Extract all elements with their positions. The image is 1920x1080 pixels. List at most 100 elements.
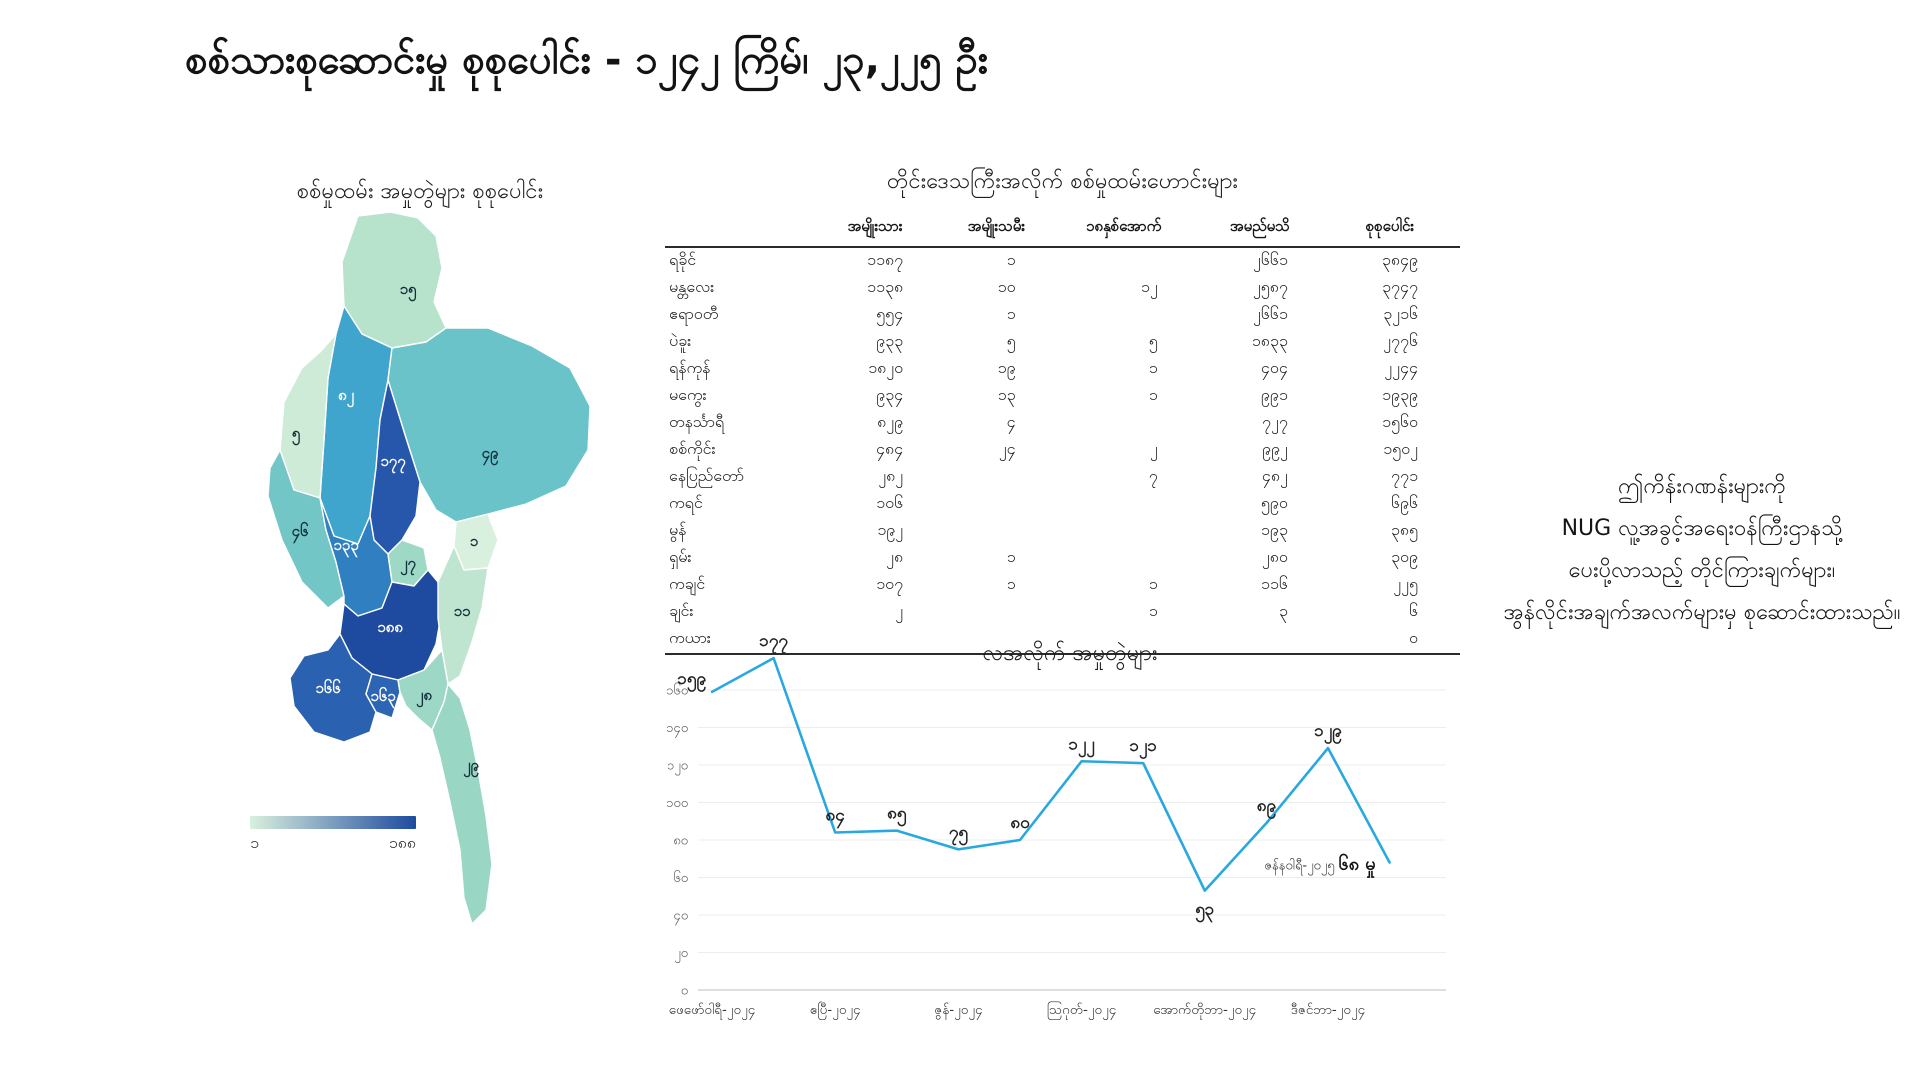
map-region-label: ၂၈ [416,686,432,708]
table-row: ကချင် ၁၀၇ ၁ ၁ ၁၁၆ ၂၂၅ [665,572,1460,599]
value-cell [945,626,1058,655]
table-row: မွန် ၁၉၂ ၁၉၃ ၃၈၅ [665,518,1460,545]
value-cell: ၂ [1149,439,1158,458]
table-header: အမျိုးသမီး [945,215,1058,248]
map-region-label: ၈၂ [338,386,355,408]
value-cell: ၉၉၂ [1262,439,1288,458]
value-cell [945,518,1057,545]
table-row: မကွေး ၉၃၄ ၁၃ ၁ ၉၉၁ ၁၉၃၉ [665,383,1460,410]
table-header: အမည်မသိ [1199,215,1330,248]
value-cell: ၁၉၃ [1260,520,1288,539]
map-region-label: ၁၃၃ [333,536,359,558]
value-cell: ၁၉၂ [877,520,904,539]
value-cell: ၁၈၃၃ [1251,331,1288,350]
value-cell: ၂၇၇၆ [1383,331,1418,350]
value-cell: ၇၂၇ [1262,412,1288,431]
table-row: စစ်ကိုင်း ၄၈၄ ၂၄ ၂ ၉၉၂ ၁၅၀၂ [665,437,1460,464]
value-cell [945,491,1057,518]
table-row: ဧရာဝတီ ၅၅၄ ၁ ၂၆၆၁ ၃၂၁၆ [665,302,1460,329]
value-cell: ၁ [1006,547,1016,566]
map-region-label: ၁၆၆ [315,678,341,697]
region-name-cell: ရန်ကုန် [669,358,711,377]
data-point-label: ၁၇၇ [759,631,788,655]
value-cell: ၉၃၃ [876,331,904,350]
map-region-label: ၄၉ [482,444,499,466]
last-point-annotation: ဇန်နဝါရီ-၂၀၂၅ ၆၈ မှု [1264,853,1375,879]
value-cell: ၁၅၆၀ [1382,412,1418,431]
region-name-cell: တနင်္သာရီ [669,412,725,431]
table-header-region [665,215,815,248]
table-row: ပဲခူး ၉၃၃ ၅ ၅ ၁၈၃၃ ၂၇၇၆ [665,329,1460,356]
table-header: အမျိုးသား [815,215,946,248]
map-region-label: ၁၅ [400,280,417,302]
data-point-label: ၈၉ [1257,796,1277,820]
value-cell: ၄ [1006,412,1016,431]
value-cell: ၁ [1148,574,1158,593]
value-cell: ၂၂၅ [1393,574,1418,593]
y-axis-tick-label: ၁၀၀ [666,796,688,811]
map-region-label: ၂၇ [400,554,416,576]
region-table-panel: တိုင်းဒေသကြီးအလိုက် စစ်မှုထမ်းဟောင်းများ… [665,166,1460,655]
region-name-cell: ကယား [665,626,815,655]
value-cell: ၁၀၆ [876,493,904,512]
x-axis-tick-label: ဖေဖော်ဝါရီ-၂၀၂၄ [669,1002,756,1020]
y-axis-tick-label: ၂၀ [674,946,688,963]
map-region-label: ၁၁ [454,602,471,620]
x-axis-tick-label: အောက်တိုဘာ-၂၀၂၄ [1153,1002,1256,1020]
value-cell [1058,545,1200,572]
table-row: ရန်ကုန် ၁၈၂၀ ၁၉ ၁ ၄၀၄ ၂၂၄၄ [665,356,1460,383]
data-point-label: ၁၂၂ [1068,734,1095,758]
region-name-cell: မကွေး [669,385,707,404]
data-line [710,656,1391,892]
value-cell [1058,302,1200,329]
value-cell: ၁၉ [997,358,1016,377]
value-cell [815,626,946,655]
region-name-cell: ရခိုင် [669,250,697,269]
value-cell: ၂၂၄၄ [1384,358,1418,377]
value-cell: ၁၁၆ [1260,574,1288,593]
data-point-label: ၇၅ [949,822,969,846]
value-cell: ၁ [1148,358,1158,377]
value-cell: ၁ [1148,601,1158,620]
data-point-label: ၈၀ [1010,813,1030,833]
x-axis-tick-label: ဒီဇင်ဘာ-၂၀၂၄ [1291,1002,1366,1020]
data-point-label: ၁၂၁ [1129,736,1157,760]
value-cell: ၁ [1006,250,1016,269]
value-cell [1058,410,1200,437]
value-cell: ၄၀၄ [1260,358,1288,377]
region-name-cell: ဧရာဝတီ [669,304,719,323]
value-cell: ၅၉၀ [1260,493,1288,512]
value-cell: ၂၄ [998,439,1016,458]
data-point-label: ၈၄ [826,806,846,830]
table-row: ရခိုင် ၁၁၈၇ ၁ ၂၆၆၁ ၃၈၄၉ [665,247,1460,275]
map-region-label: ၅ [292,424,301,446]
value-cell: ၇၇၁ [1391,466,1418,485]
data-point-label: ၈၅ [887,804,907,828]
x-axis-tick-label: ဩဂုတ်-၂၀၂၄ [1047,1001,1117,1020]
chart-title: လအလိုက် အမှုတွဲများ [983,640,1158,671]
region-name-cell: နေပြည်တော် [669,466,745,485]
region-name-cell: ကရင် [669,493,703,512]
value-cell: ၁၅၀၂ [1383,439,1418,458]
region-table-header: အမျိုးသား အမျိုးသမီး ၁၈နှစ်အောက် အမည်မသိ စုစ… [665,215,1460,248]
value-cell: ၂၈၀ [1261,547,1288,566]
region-name-cell: မန္တလေး [669,277,715,296]
source-note-line: ပေးပို့လာသည့် တိုင်ကြားချက်များ၊ [1568,558,1836,583]
y-axis-tick-label: ၀ [681,984,688,999]
value-cell: ၈၂၉ [877,412,904,431]
value-cell [1058,491,1200,518]
data-point-label: ၅၃ [1195,900,1215,924]
region-name-cell: ရှမ်း [669,547,692,566]
table-title: တိုင်းဒေသကြီးအလိုက် စစ်မှုထမ်းဟောင်းများ [887,169,1238,194]
map-region-kayin [437,545,489,685]
value-cell: ၁၀ [997,277,1016,296]
value-cell: ၄၈၂ [1261,466,1288,485]
value-cell [1058,518,1200,545]
map-region-label: ၄၆ [292,521,309,544]
source-note-line: ဤကိန်းဂဏန်းများကို [1618,474,1786,499]
value-cell: ၁၂ [1140,277,1158,296]
value-cell: ၁၉၃၉ [1382,385,1418,404]
value-cell: ၅ [1148,331,1158,350]
